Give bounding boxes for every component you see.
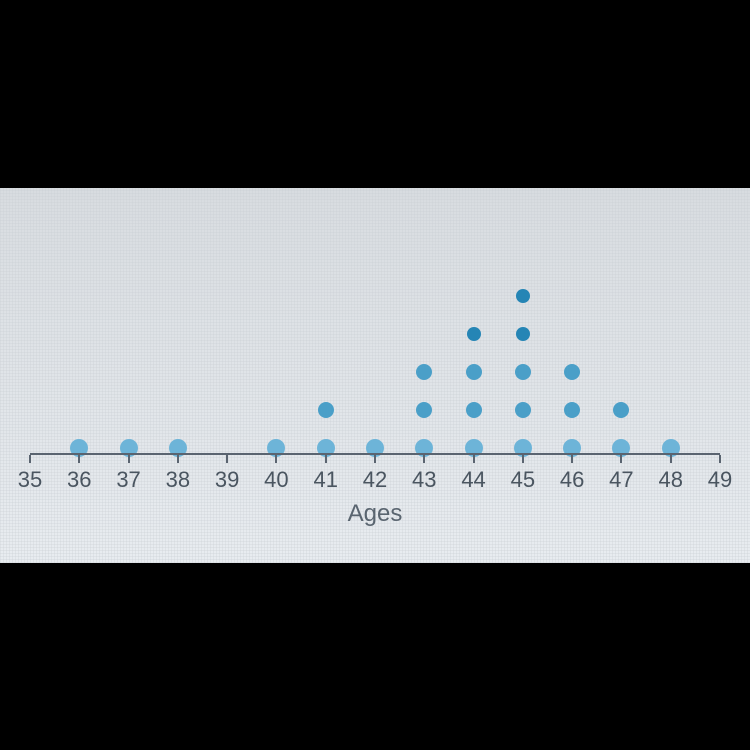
- x-tick-label: 36: [67, 467, 91, 493]
- x-tick-label: 37: [116, 467, 140, 493]
- x-tick: [29, 455, 31, 463]
- x-tick: [374, 455, 376, 463]
- data-dot: [564, 402, 580, 418]
- data-dot: [516, 327, 530, 341]
- x-tick: [522, 455, 524, 463]
- x-tick-label: 43: [412, 467, 436, 493]
- x-tick-label: 44: [461, 467, 485, 493]
- data-dot: [515, 402, 531, 418]
- x-tick-label: 41: [313, 467, 337, 493]
- x-tick-label: 47: [609, 467, 633, 493]
- dotplot-chart: Ages 35 36 37 38 39 40 41 42 43 44 45 46 47 48 49: [0, 188, 750, 563]
- x-tick: [226, 455, 228, 463]
- data-dot: [516, 289, 530, 303]
- x-tick: [473, 455, 475, 463]
- x-tick: [670, 455, 672, 463]
- x-tick: [423, 455, 425, 463]
- data-dot: [564, 364, 580, 380]
- x-tick-label: 35: [18, 467, 42, 493]
- x-tick-label: 40: [264, 467, 288, 493]
- x-tick: [325, 455, 327, 463]
- x-tick-label: 49: [708, 467, 732, 493]
- x-tick-label: 45: [511, 467, 535, 493]
- x-tick: [571, 455, 573, 463]
- x-tick-label: 38: [166, 467, 190, 493]
- data-dot: [466, 364, 482, 380]
- x-tick: [177, 455, 179, 463]
- x-tick: [719, 455, 721, 463]
- data-dot: [318, 402, 334, 418]
- plot-area: [30, 208, 720, 453]
- x-tick-label: 39: [215, 467, 239, 493]
- data-dot: [416, 402, 432, 418]
- x-axis-title: Ages: [348, 500, 403, 528]
- data-dot: [613, 402, 629, 418]
- x-tick: [128, 455, 130, 463]
- data-dot: [466, 402, 482, 418]
- x-tick: [275, 455, 277, 463]
- data-dot: [467, 327, 481, 341]
- x-tick: [620, 455, 622, 463]
- x-tick-label: 46: [560, 467, 584, 493]
- x-tick: [78, 455, 80, 463]
- x-tick-label: 48: [658, 467, 682, 493]
- x-tick-label: 42: [363, 467, 387, 493]
- data-dot: [515, 364, 531, 380]
- data-dot: [416, 364, 432, 380]
